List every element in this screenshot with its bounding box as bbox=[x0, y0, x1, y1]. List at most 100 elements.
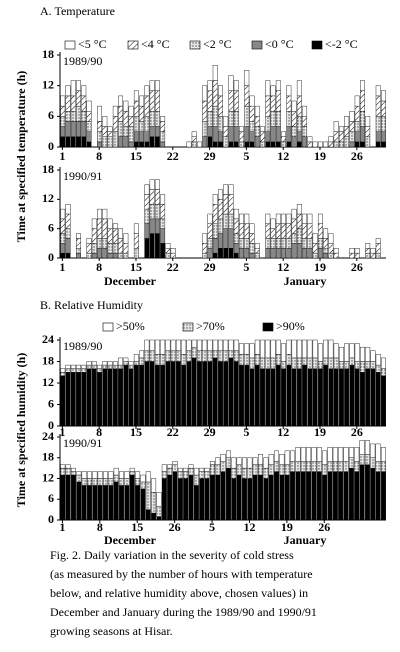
bar-segment bbox=[81, 372, 87, 427]
bar-segment bbox=[65, 474, 71, 521]
bar-segment bbox=[360, 80, 365, 91]
bar-segment bbox=[172, 461, 178, 465]
bar-segment bbox=[70, 111, 76, 122]
bar-segment bbox=[60, 105, 66, 117]
bar-segment bbox=[239, 213, 244, 224]
legend-swatch bbox=[64, 40, 76, 50]
bar-segment bbox=[165, 252, 171, 259]
bar-segment bbox=[133, 364, 139, 427]
bar-segment bbox=[175, 361, 181, 427]
bar-segment bbox=[223, 361, 229, 427]
bar-segment bbox=[312, 252, 318, 259]
bar-segment bbox=[139, 105, 145, 122]
bar-segment bbox=[275, 141, 281, 148]
bar-segment bbox=[348, 467, 354, 521]
x-tick-label: 1 bbox=[59, 149, 65, 163]
bar-segment bbox=[81, 485, 87, 521]
bar-segment bbox=[202, 361, 208, 427]
bar-segment bbox=[263, 478, 269, 521]
bar-segment bbox=[212, 252, 218, 259]
bar-segment bbox=[375, 354, 381, 366]
bar-segment bbox=[344, 126, 350, 137]
bar-segment bbox=[128, 116, 134, 127]
bar-segment bbox=[249, 233, 255, 244]
bar-segment bbox=[359, 440, 365, 455]
bar-segment bbox=[239, 343, 244, 355]
bar-segment bbox=[296, 204, 302, 215]
bar-segment bbox=[76, 252, 81, 259]
y-axis-title: Time at specified temperature (h) bbox=[14, 71, 28, 243]
bar-segment bbox=[244, 141, 250, 148]
bar-segment bbox=[165, 361, 171, 427]
x-tick-label: 26 bbox=[318, 520, 330, 534]
bar-segment bbox=[170, 339, 176, 351]
bar-segment bbox=[332, 447, 338, 462]
bar-segment bbox=[281, 141, 287, 148]
bar-segment bbox=[97, 471, 103, 479]
bar-segment bbox=[254, 243, 260, 249]
bar-segment bbox=[359, 464, 365, 521]
x-tick-label: 29 bbox=[204, 425, 216, 439]
bar-segment bbox=[281, 343, 287, 362]
bar-segment bbox=[270, 218, 276, 229]
bar-segment bbox=[260, 339, 265, 359]
bar-segment bbox=[290, 471, 296, 521]
legend-swatch bbox=[311, 40, 323, 50]
bar-segment bbox=[296, 228, 302, 244]
bar-segment bbox=[281, 361, 287, 369]
bar-segment bbox=[291, 339, 297, 359]
bar-segment bbox=[123, 243, 129, 254]
bar-segment bbox=[233, 111, 239, 127]
bar-segment bbox=[151, 512, 157, 521]
bar-segment bbox=[244, 70, 250, 86]
bar-segment bbox=[175, 339, 181, 351]
x-tick-label: 12 bbox=[277, 149, 289, 163]
bar-segment bbox=[60, 208, 66, 220]
bar-segment bbox=[239, 223, 244, 239]
bar-segment bbox=[265, 213, 271, 224]
bar-segment bbox=[91, 252, 97, 259]
bar-segment bbox=[323, 238, 329, 249]
bar-segment bbox=[129, 467, 135, 472]
bar-segment bbox=[233, 350, 239, 362]
bar-segment bbox=[239, 364, 244, 427]
panel-title: A. Temperature bbox=[40, 4, 115, 18]
bar-segment bbox=[60, 95, 66, 107]
bar-segment bbox=[286, 223, 292, 239]
bar-segment bbox=[307, 368, 313, 427]
bar-segment bbox=[209, 464, 215, 476]
y-tick-label: 24 bbox=[42, 429, 54, 443]
bar-segment bbox=[284, 450, 290, 465]
bar-segment bbox=[381, 131, 386, 143]
bar-segment bbox=[223, 228, 229, 249]
bar-segment bbox=[375, 141, 381, 148]
bar-segment bbox=[183, 471, 189, 479]
bar-segment bbox=[133, 90, 139, 102]
x-tick-label: 8 bbox=[96, 260, 102, 274]
bar-segment bbox=[60, 464, 66, 469]
bar-segment bbox=[249, 243, 255, 254]
bar-segment bbox=[160, 131, 166, 143]
x-tick-label: 12 bbox=[243, 520, 255, 534]
bar-segment bbox=[65, 467, 71, 476]
bar-segment bbox=[370, 443, 376, 458]
x-tick-label: 8 bbox=[97, 520, 103, 534]
bar-segment bbox=[165, 339, 171, 351]
bar-segment bbox=[218, 189, 223, 200]
bar-segment bbox=[223, 194, 229, 215]
bar-segment bbox=[218, 199, 223, 220]
bar-segment bbox=[281, 213, 287, 224]
bar-segment bbox=[317, 223, 323, 239]
bar-segment bbox=[223, 126, 229, 137]
bar-segment bbox=[286, 339, 292, 355]
bar-segment bbox=[193, 467, 199, 476]
bar-segment bbox=[160, 364, 166, 427]
bar-segment bbox=[60, 243, 66, 254]
bar-segment bbox=[344, 368, 350, 427]
bar-segment bbox=[149, 189, 155, 205]
bar-segment bbox=[218, 116, 223, 132]
bar-segment bbox=[154, 339, 160, 355]
bar-segment bbox=[86, 243, 92, 254]
bar-segment bbox=[149, 111, 155, 127]
bar-segment bbox=[275, 238, 281, 249]
